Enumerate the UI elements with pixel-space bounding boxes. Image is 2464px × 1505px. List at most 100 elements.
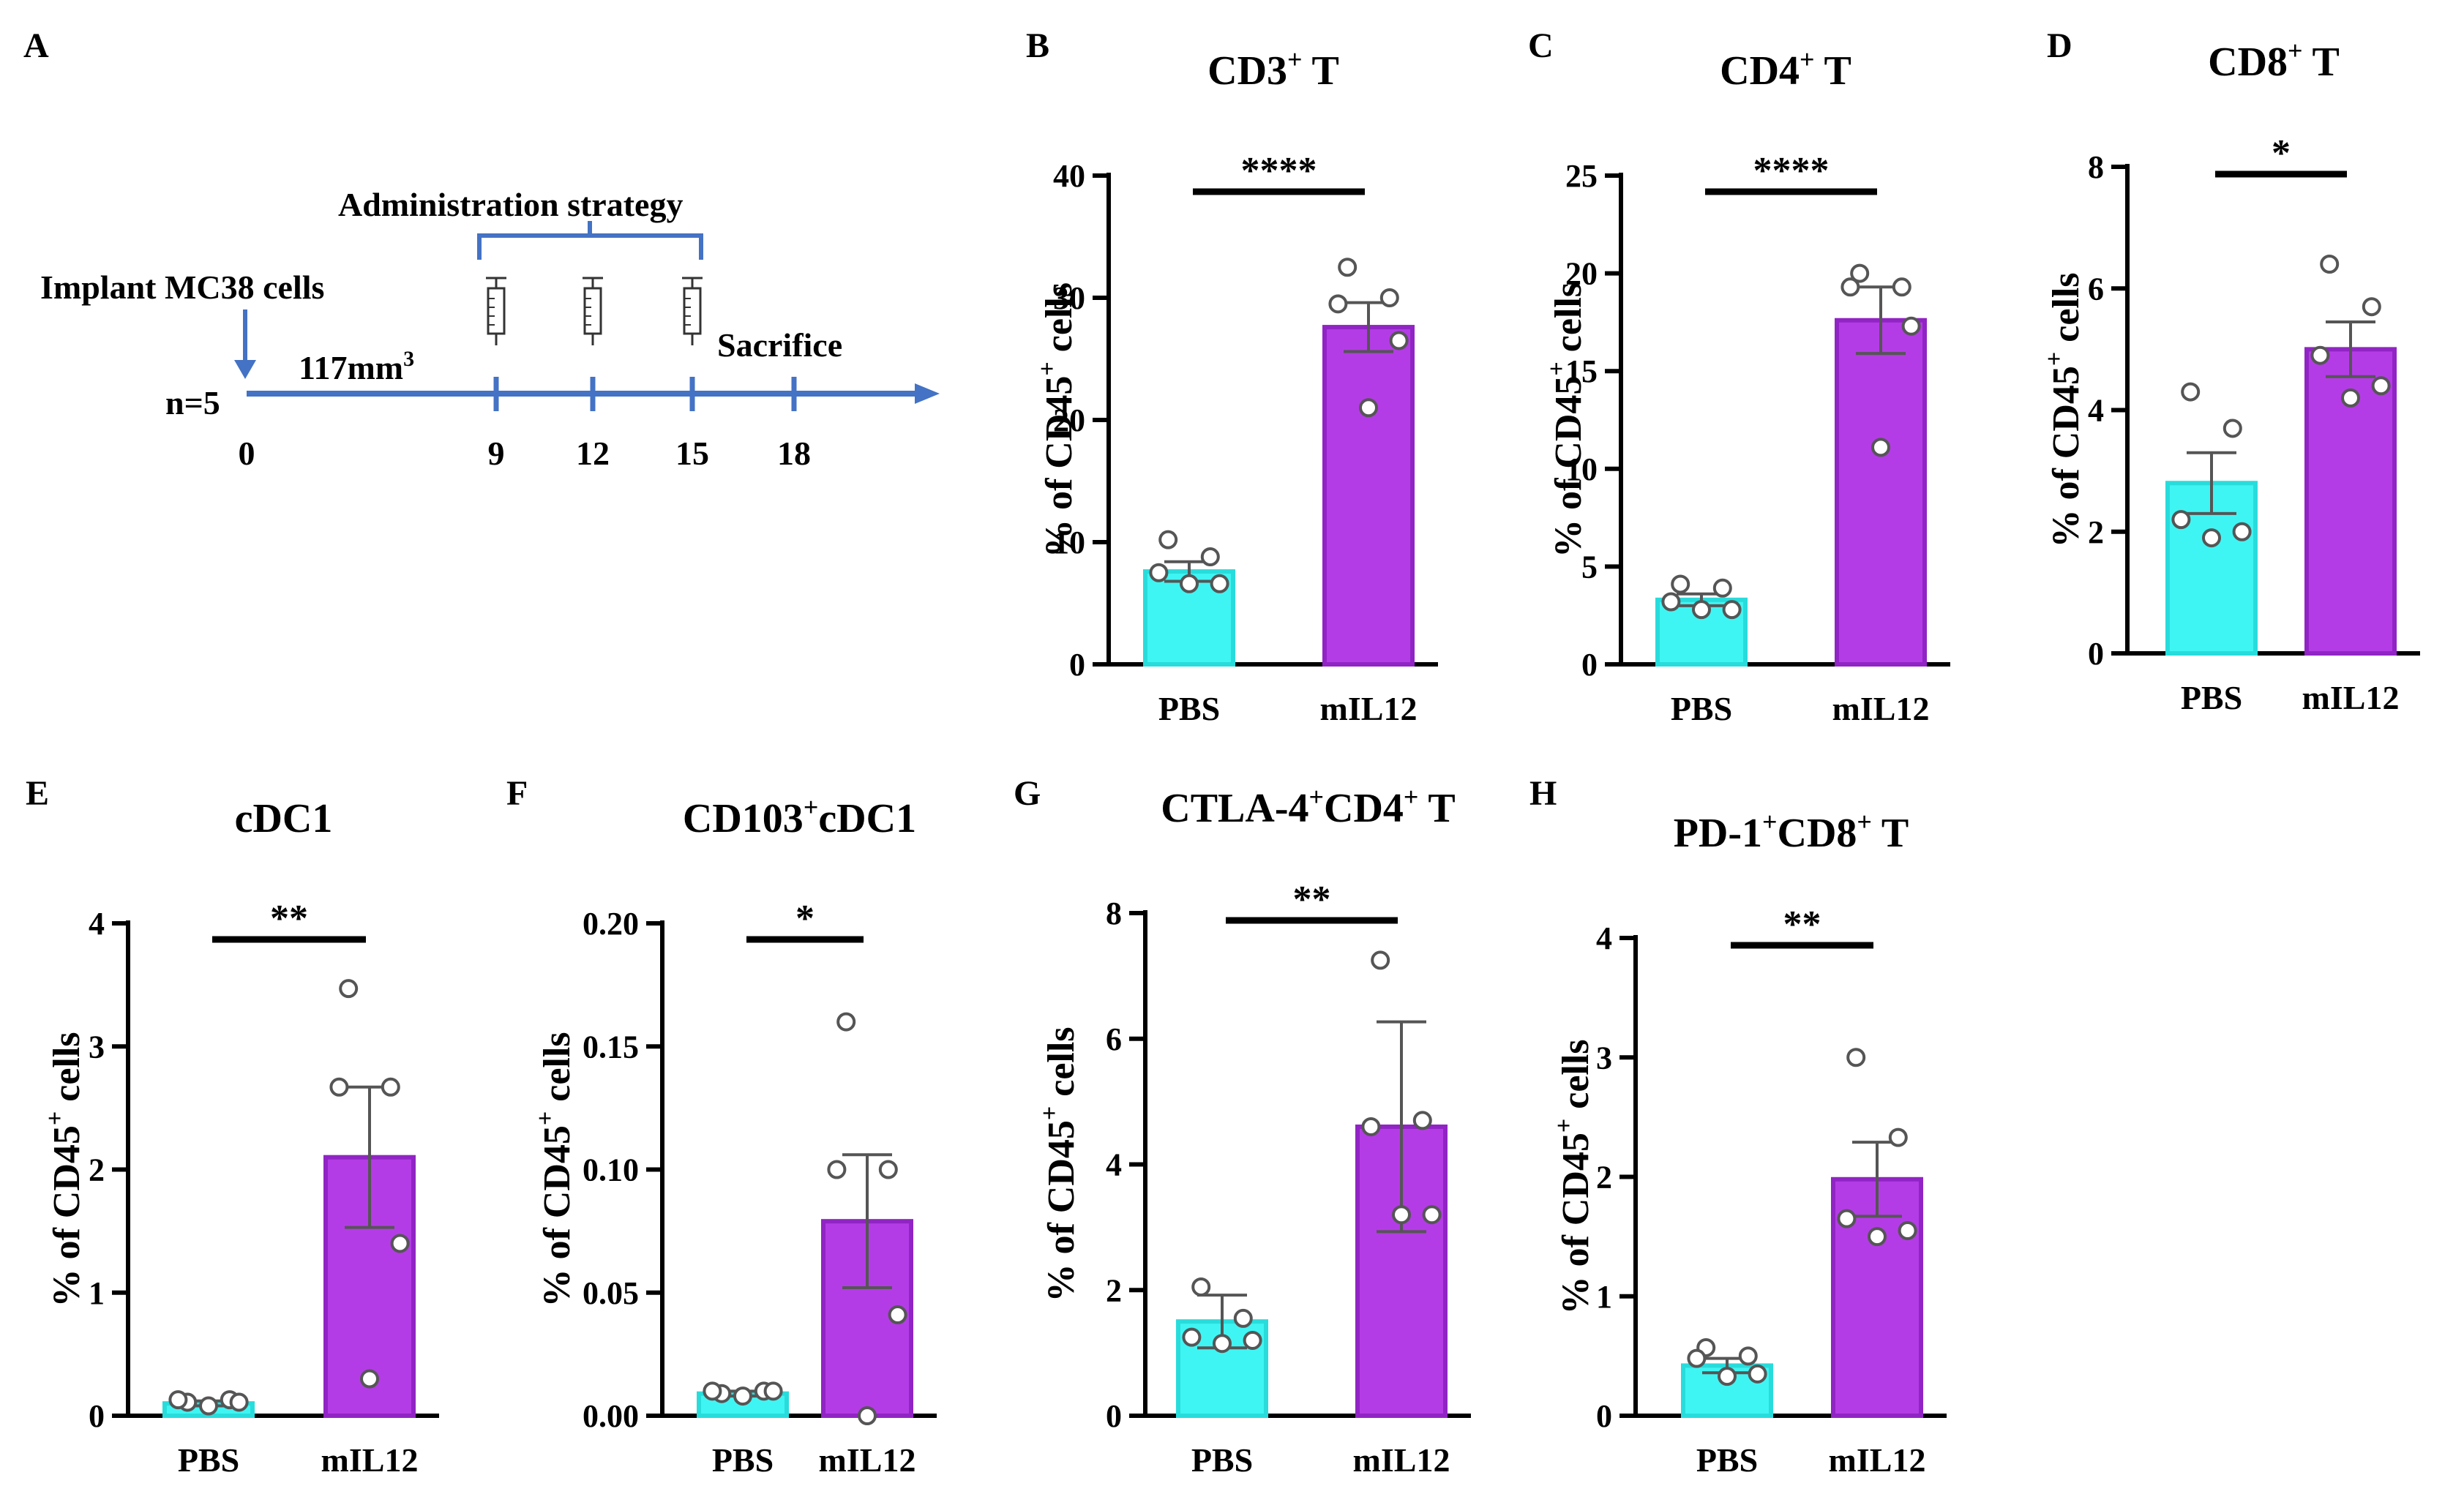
y-axis-label: % of CD45+ cells: [532, 1032, 578, 1307]
data-point: [1389, 331, 1409, 350]
y-axis-label: % of CD45+ cells: [1034, 282, 1080, 558]
data-point: [1182, 1327, 1202, 1347]
x-tick-label: PBS: [2181, 679, 2242, 716]
y-tick-label: 0.05: [583, 1275, 639, 1311]
data-point: [1718, 1367, 1737, 1386]
data-point: [1837, 1209, 1857, 1228]
data-point: [1661, 592, 1681, 612]
data-point: [1361, 1116, 1381, 1136]
bar-mil12: [1835, 318, 1927, 667]
y-tick-label: 15: [1565, 353, 1598, 389]
x-tick-label: PBS: [1158, 690, 1220, 727]
data-point: [733, 1386, 752, 1406]
y-tick-label: 0: [1596, 1398, 1612, 1434]
x-tick-label: mIL12: [2302, 679, 2400, 716]
data-point: [1210, 574, 1229, 593]
data-point: [1158, 530, 1178, 549]
data-point: [199, 1396, 218, 1416]
n-label: n=5: [165, 384, 220, 421]
y-tick-label: 2: [2088, 514, 2104, 550]
data-point: [1392, 1205, 1411, 1225]
x-tick-label: mIL12: [1829, 1441, 1926, 1479]
panel-c-chart: C CD4+ T % of CD45+ cells 0 5 10 15 20 25 PBS mIL1…: [1528, 26, 1950, 727]
y-axis-label: % of CD45+ cells: [2041, 272, 2087, 547]
data-point: [2341, 388, 2360, 408]
data-point: [1671, 574, 1690, 594]
significance-label: ****: [1241, 150, 1317, 192]
administration-bracket: [477, 221, 703, 260]
data-point: [703, 1381, 722, 1401]
data-point: [1871, 438, 1890, 457]
y-tick-label: 4: [2088, 393, 2104, 429]
data-point: [1748, 1364, 1767, 1384]
data-point: [1840, 277, 1860, 297]
panel-a-timeline: A Administration strategy Implant MC38 c…: [23, 26, 940, 472]
x-tick-label: mIL12: [819, 1441, 916, 1479]
y-tick-label: 6: [2088, 271, 2104, 307]
x-tick-label: PBS: [712, 1441, 774, 1479]
data-point: [2362, 297, 2381, 317]
data-point: [2371, 376, 2391, 396]
panel-label-d: D: [2047, 26, 2072, 65]
timeline-day-label: 0: [239, 435, 255, 472]
panel-label-g: G: [1014, 774, 1041, 813]
y-axis-label: % of CD45+ cells: [1036, 1027, 1082, 1302]
data-point: [2310, 345, 2330, 365]
data-point: [1200, 547, 1220, 567]
data-point: [2223, 419, 2242, 438]
data-point: [827, 1160, 847, 1179]
data-point: [878, 1160, 898, 1179]
y-tick-label: 4: [1106, 1147, 1122, 1183]
data-point: [1149, 563, 1169, 582]
data-point: [763, 1381, 783, 1401]
timeline-day-label: 9: [488, 435, 505, 472]
chart-title: CD4+ T: [1720, 45, 1851, 94]
y-tick-label: 2: [89, 1152, 105, 1188]
data-point: [360, 1369, 379, 1389]
data-point: [1338, 258, 1358, 277]
data-point: [888, 1305, 907, 1325]
y-tick-label: 0: [2088, 636, 2104, 672]
y-tick-label: 1: [1596, 1279, 1612, 1315]
y-axis-label: % of CD45+ cells: [42, 1032, 88, 1307]
data-point: [1371, 950, 1390, 970]
data-point: [1868, 1227, 1887, 1247]
y-tick-label: 2: [1596, 1160, 1612, 1196]
data-point: [1191, 1277, 1211, 1296]
data-point: [229, 1392, 249, 1412]
x-tick-label: PBS: [1671, 690, 1732, 727]
y-tick-label: 0: [1106, 1398, 1122, 1434]
x-tick-label: PBS: [1191, 1441, 1253, 1479]
data-point: [1722, 600, 1742, 620]
panel-h-chart: H PD-1+CD8+ T % of CD45+ cells 0 1 2 3 4 PBS mIL1…: [1529, 774, 1947, 1479]
data-point: [1738, 1346, 1758, 1366]
panel-label-c: C: [1528, 26, 1554, 65]
data-point: [1328, 294, 1348, 314]
y-tick-label: 0.20: [583, 906, 639, 942]
syringe-icon: [682, 277, 703, 345]
y-tick-label: 3: [1596, 1040, 1612, 1076]
panel-label-f: F: [506, 774, 528, 813]
data-point: [1687, 1348, 1707, 1368]
y-tick-label: 8: [1106, 896, 1122, 931]
y-tick-label: 0: [89, 1398, 105, 1434]
syringe-icon: [486, 277, 506, 345]
panel-label-b: B: [1026, 26, 1049, 65]
data-point: [381, 1077, 400, 1097]
timeline-day-label: 18: [777, 435, 811, 472]
y-tick-label: 40: [1053, 158, 1085, 194]
y-tick-label: 4: [1596, 920, 1612, 956]
y-tick-label: 0: [1581, 647, 1598, 683]
timeline-ticks: 0 9 12 15 18: [239, 377, 811, 472]
y-axis-label: % of CD45+ cells: [1551, 1039, 1597, 1314]
significance-label: *: [795, 898, 815, 939]
data-point: [1901, 316, 1921, 336]
data-point: [1379, 288, 1399, 307]
timeline-arrow-head: [915, 383, 940, 404]
chart-title: CD103+cDC1: [683, 792, 916, 841]
panel-d-chart: D CD8+ T % of CD45+ cells 0 2 4 6 8 PBS mIL12 *: [2041, 26, 2420, 716]
chart-title: PD-1+CD8+ T: [1674, 807, 1909, 856]
panel-g-chart: G CTLA-4+CD4+ T % of CD45+ cells 0 2 4 6 8 PBS mI…: [1014, 774, 1471, 1479]
